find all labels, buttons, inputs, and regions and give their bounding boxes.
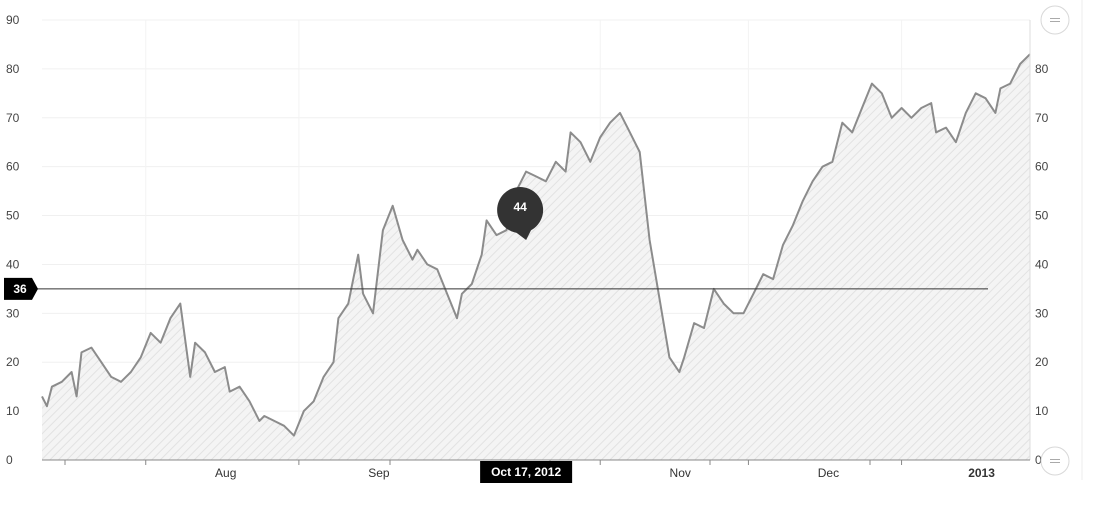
scroll-handle-top[interactable] [1040,5,1070,35]
y-tick-label-right: 0 [1035,453,1042,467]
x-tick-label: Nov [670,466,691,480]
y-tick-label-right: 50 [1035,209,1049,223]
x-tick-label: Sep [368,466,390,480]
y-tick-label-right: 80 [1035,62,1049,76]
cursor-date-badge-bg [480,461,573,483]
scroll-handle-top-circle[interactable] [1040,5,1070,35]
cursor-date-badge: Oct 17, 2012 [480,461,573,483]
value-marker[interactable]: 44 [497,187,544,240]
y-tick-label-left: 70 [6,111,20,125]
y-tick-label-right: 20 [1035,355,1049,369]
y-tick-label-right: 30 [1035,306,1049,320]
scroll-handle-bottom[interactable] [1040,446,1070,476]
scroll-handle-bottom-circle[interactable] [1040,446,1070,476]
area-layer [41,53,1031,460]
x-tick-label: Aug [215,466,236,480]
cursor-date-label: Oct 17, 2012 [491,465,561,479]
y-tick-label-right: 60 [1035,160,1049,174]
y-tick-label-right: 10 [1035,404,1049,418]
cursor-value-label: 36 [13,282,27,296]
y-tick-label-left: 10 [6,404,20,418]
value-marker-label: 44 [513,200,527,214]
y-tick-label-left: 20 [6,355,20,369]
y-tick-label-left: 90 [6,13,20,27]
x-tick-label: 2013 [968,466,995,480]
y-tick-label-left: 50 [6,209,20,223]
y-tick-label-left: 30 [6,306,20,320]
y-tick-label-left: 0 [6,453,13,467]
y-tick-label-left: 40 [6,257,20,271]
cursor-value-badge: 36 [4,277,38,300]
x-tick-label: Dec [818,466,839,480]
y-tick-label-right: 40 [1035,257,1049,271]
cursor-value-badge-bg [4,277,38,300]
y-tick-label-right: 70 [1035,111,1049,125]
overlay-layer: Oct 17, 2012 36 44 [4,5,1070,483]
y-tick-label-left: 80 [6,62,20,76]
y-tick-label-left: 60 [6,160,20,174]
axis-layer: 0 10 20 30 40 50 60 70 80 90 0 10 20 30 40 50 60 70 80 Aug S… [6,0,1083,480]
series-area [42,54,1030,460]
value-marker-circle [497,187,544,233]
